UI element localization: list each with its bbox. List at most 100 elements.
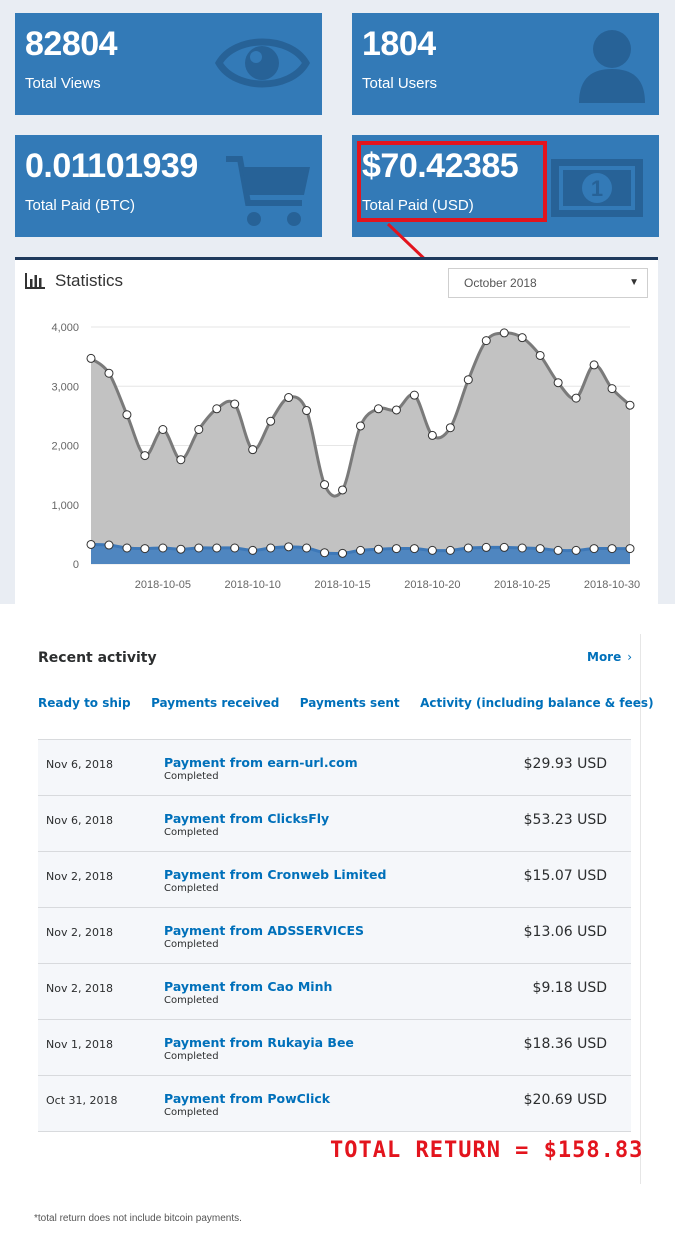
data-point [481, 336, 491, 346]
tab-payments-sent[interactable]: Payments sent [299, 696, 400, 710]
tx-date: Nov 2, 2018 [46, 982, 113, 995]
tab-payments-received[interactable]: Payments received [151, 696, 280, 710]
tx-amount: $20.69 USD [523, 1092, 607, 1108]
cart-icon [224, 155, 314, 235]
tab-activity[interactable]: Activity (including balance & fees) [420, 696, 654, 710]
data-point [391, 405, 401, 415]
chevron-right-icon: › [627, 650, 633, 664]
data-point [589, 360, 599, 370]
more-link[interactable]: More › [587, 650, 632, 664]
data-point [589, 544, 599, 554]
y-tick-label: 1,000 [51, 500, 79, 512]
tx-description-link[interactable]: Payment from Cronweb Limited [164, 867, 387, 882]
dashboard: 82804 Total Views 1804 Total Users 0.011… [0, 0, 675, 604]
caret-down-icon: ▼ [629, 277, 639, 288]
data-point [230, 543, 240, 553]
data-point [284, 542, 294, 552]
data-point [284, 393, 294, 403]
data-point [463, 375, 473, 385]
total-paid-btc-card: 0.01101939 Total Paid (BTC) [15, 135, 322, 237]
tx-amount: $29.93 USD [523, 756, 607, 772]
tx-date: Nov 6, 2018 [46, 814, 113, 827]
data-point [409, 544, 419, 554]
tx-description-link[interactable]: Payment from Cao Minh [164, 979, 333, 994]
table-row[interactable]: Nov 2, 2018 Payment from ADSSERVICES Compl… [38, 908, 631, 964]
svg-text:1: 1 [591, 176, 603, 201]
data-point [320, 480, 330, 490]
table-row[interactable]: Nov 2, 2018 Payment from Cronweb Limited C… [38, 852, 631, 908]
month-select-value: October 2018 [464, 276, 537, 290]
total-paid-usd-card: $70.42385 Total Paid (USD) 1 [352, 135, 659, 237]
total-views-label: Total Views [25, 75, 101, 92]
statistics-panel: Statistics October 2018 ▼ 0 1,000 2,000 3,0… [15, 257, 658, 604]
table-row[interactable]: Nov 2, 2018 Payment from Cao Minh Complete… [38, 964, 631, 1020]
data-point [158, 425, 168, 435]
data-point [194, 543, 204, 553]
data-point [86, 539, 96, 549]
data-point [338, 548, 348, 558]
tx-status: Completed [164, 939, 219, 950]
data-point [320, 548, 330, 558]
data-point [266, 543, 276, 553]
data-point [625, 400, 635, 410]
tx-description-link[interactable]: Payment from ADSSERVICES [164, 923, 365, 938]
data-point [571, 545, 581, 555]
x-tick-label: 2018-10-15 [314, 579, 370, 591]
x-tick-label: 2018-10-20 [404, 579, 460, 591]
tx-status: Completed [164, 827, 219, 838]
total-paid-usd-label: Total Paid (USD) [362, 197, 474, 214]
money-icon: 1 [549, 157, 645, 224]
data-point [571, 393, 581, 403]
data-point [517, 333, 527, 343]
activity-tabs: Ready to ship Payments received Payments… [38, 694, 670, 712]
table-row[interactable]: Nov 1, 2018 Payment from Rukayia Bee Compl… [38, 1020, 631, 1076]
data-point [499, 542, 509, 552]
data-point [607, 384, 617, 394]
y-tick-label: 4,000 [51, 322, 79, 334]
total-views-value: 82804 [25, 25, 118, 63]
total-users-label: Total Users [362, 75, 438, 92]
total-users-value: 1804 [362, 25, 436, 63]
data-point [607, 544, 617, 554]
tab-ready-to-ship[interactable]: Ready to ship [38, 696, 131, 710]
y-tick-label: 0 [73, 559, 79, 571]
data-point [356, 545, 365, 555]
recent-activity-section: Recent activity More › Ready to ship Paym… [0, 604, 675, 1236]
x-tick-label: 2018-10-10 [225, 579, 281, 591]
tx-description-link[interactable]: Payment from Rukayia Bee [164, 1035, 354, 1050]
highlight-box [357, 141, 547, 222]
tx-status: Completed [164, 995, 219, 1006]
user-icon [577, 27, 647, 108]
statistics-chart: 0 1,000 2,000 3,000 4,000 2018-10-05 2018-10-1… [51, 322, 640, 591]
statistics-title: Statistics [55, 271, 124, 290]
data-point [248, 445, 258, 455]
tx-description-link[interactable]: Payment from earn-url.com [164, 755, 358, 770]
tx-description-link[interactable]: Payment from ClicksFly [164, 811, 330, 826]
data-point [140, 451, 150, 461]
data-point [427, 430, 437, 440]
data-point [176, 544, 186, 554]
table-row[interactable]: Nov 6, 2018 Payment from ClicksFly Complet… [38, 796, 631, 852]
data-point [212, 543, 222, 553]
tx-date: Nov 2, 2018 [46, 926, 113, 939]
tx-amount: $15.07 USD [523, 868, 607, 884]
tx-amount: $9.18 USD [532, 980, 607, 996]
data-point [302, 543, 312, 553]
data-point [463, 543, 473, 553]
month-select[interactable]: October 2018 ▼ [448, 268, 648, 298]
data-point [481, 542, 491, 552]
tx-date: Oct 31, 2018 [46, 1094, 118, 1107]
table-row[interactable]: Nov 6, 2018 Payment from earn-url.com Comp… [38, 740, 631, 796]
tx-description-link[interactable]: Payment from PowClick [164, 1091, 331, 1106]
recent-activity-title: Recent activity [38, 650, 157, 666]
footnote: *total return does not include bitcoin p… [34, 1213, 242, 1224]
data-point [553, 378, 563, 388]
data-point [535, 350, 545, 360]
tx-amount: $13.06 USD [523, 924, 607, 940]
table-row[interactable]: Oct 31, 2018 Payment from PowClick Complet… [38, 1076, 631, 1132]
data-point [212, 404, 222, 414]
total-paid-btc-value: 0.01101939 [25, 147, 198, 185]
data-point [176, 455, 186, 465]
total-users-card: 1804 Total Users [352, 13, 659, 115]
total-views-card: 82804 Total Views [15, 13, 322, 115]
